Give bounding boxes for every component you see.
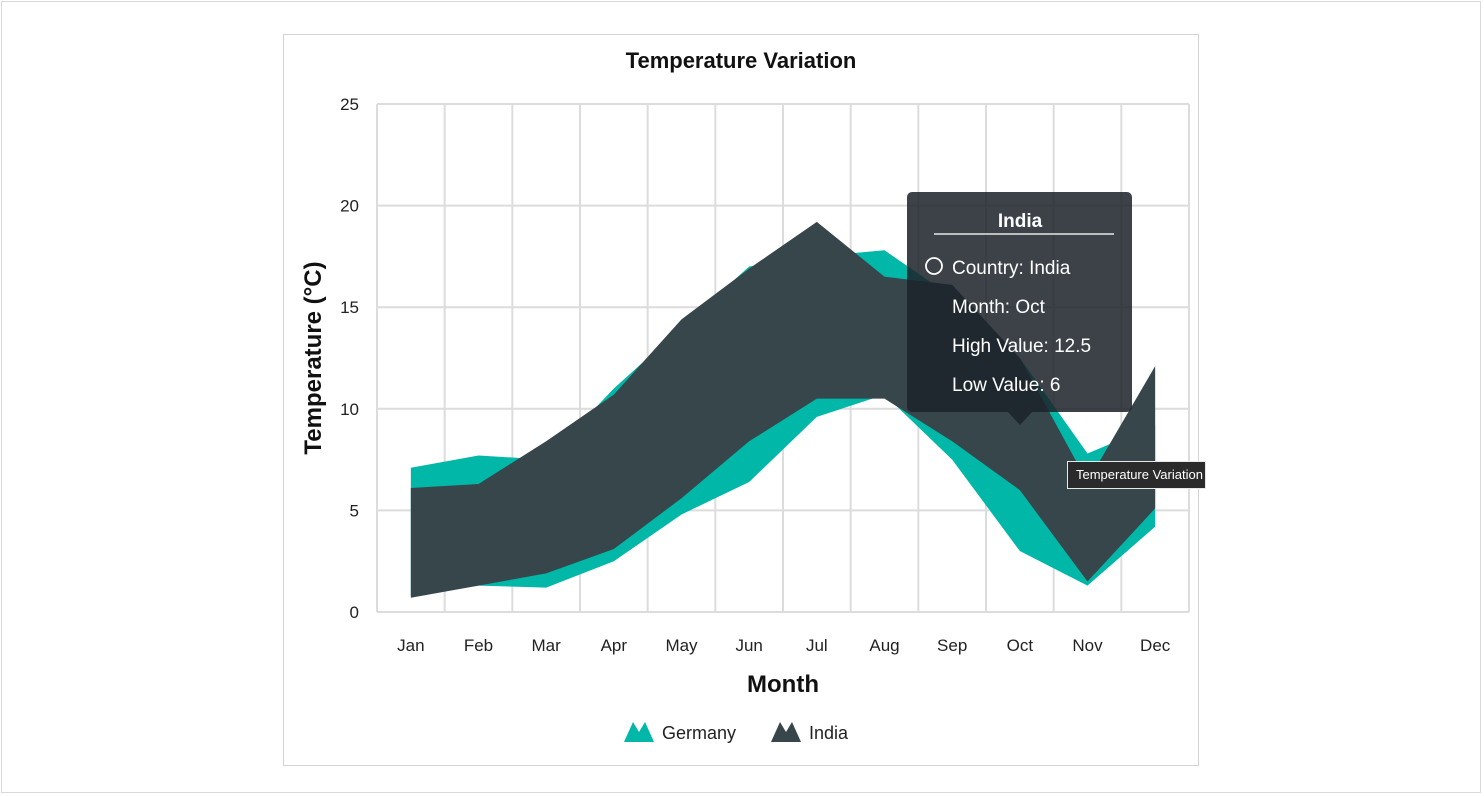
- tooltip-line-month: Month: Oct: [952, 297, 1046, 318]
- legend: Germany India: [624, 722, 849, 743]
- tooltip-line-high: High Value: 12.5: [952, 336, 1091, 357]
- x-tick-label: Apr: [601, 636, 628, 655]
- x-tick-label: Sep: [937, 636, 967, 655]
- x-tick-label: Jun: [735, 636, 762, 655]
- x-tick-label: Feb: [464, 636, 493, 655]
- y-tick-label: 0: [350, 603, 359, 622]
- legend-label: Germany: [662, 723, 736, 743]
- x-tick-label: May: [665, 636, 698, 655]
- x-tick-label: Aug: [869, 636, 899, 655]
- chart-title: Temperature Variation: [626, 48, 857, 73]
- x-tick-label: Dec: [1140, 636, 1171, 655]
- legend-area-icon: [624, 722, 654, 742]
- y-axis-ticks: 0 5 10 15 20 25: [340, 95, 359, 622]
- legend-label: India: [809, 723, 849, 743]
- y-axis-title: Temperature (°C): [300, 261, 327, 454]
- tooltip-marker-icon: [925, 257, 943, 275]
- legend-area-icon: [771, 722, 801, 742]
- x-axis-ticks: Jan Feb Mar Apr May Jun Jul Aug Sep Oct Nov Dec: [397, 636, 1171, 655]
- y-tick-label: 10: [340, 400, 359, 419]
- tooltip-header: India: [998, 211, 1043, 232]
- y-tick-label: 5: [350, 501, 359, 520]
- x-tick-label: Mar: [532, 636, 562, 655]
- tooltip-line-low: Low Value: 6: [952, 375, 1060, 396]
- x-axis-title: Month: [747, 671, 819, 698]
- x-tick-label: Nov: [1072, 636, 1103, 655]
- tooltip: India Country: India Month: Oct High Val…: [907, 192, 1132, 425]
- legend-item-germany[interactable]: Germany: [624, 722, 736, 743]
- y-tick-label: 20: [340, 197, 359, 216]
- tooltip-box: [907, 192, 1132, 425]
- x-tick-label: Oct: [1007, 636, 1034, 655]
- y-tick-label: 25: [340, 95, 359, 114]
- x-tick-label: Jan: [397, 636, 424, 655]
- hover-hint: Temperature Variation: [1067, 461, 1206, 489]
- y-tick-label: 15: [340, 298, 359, 317]
- x-tick-label: Jul: [806, 636, 828, 655]
- tooltip-line-country: Country: India: [952, 258, 1071, 279]
- legend-item-india[interactable]: India: [771, 722, 849, 743]
